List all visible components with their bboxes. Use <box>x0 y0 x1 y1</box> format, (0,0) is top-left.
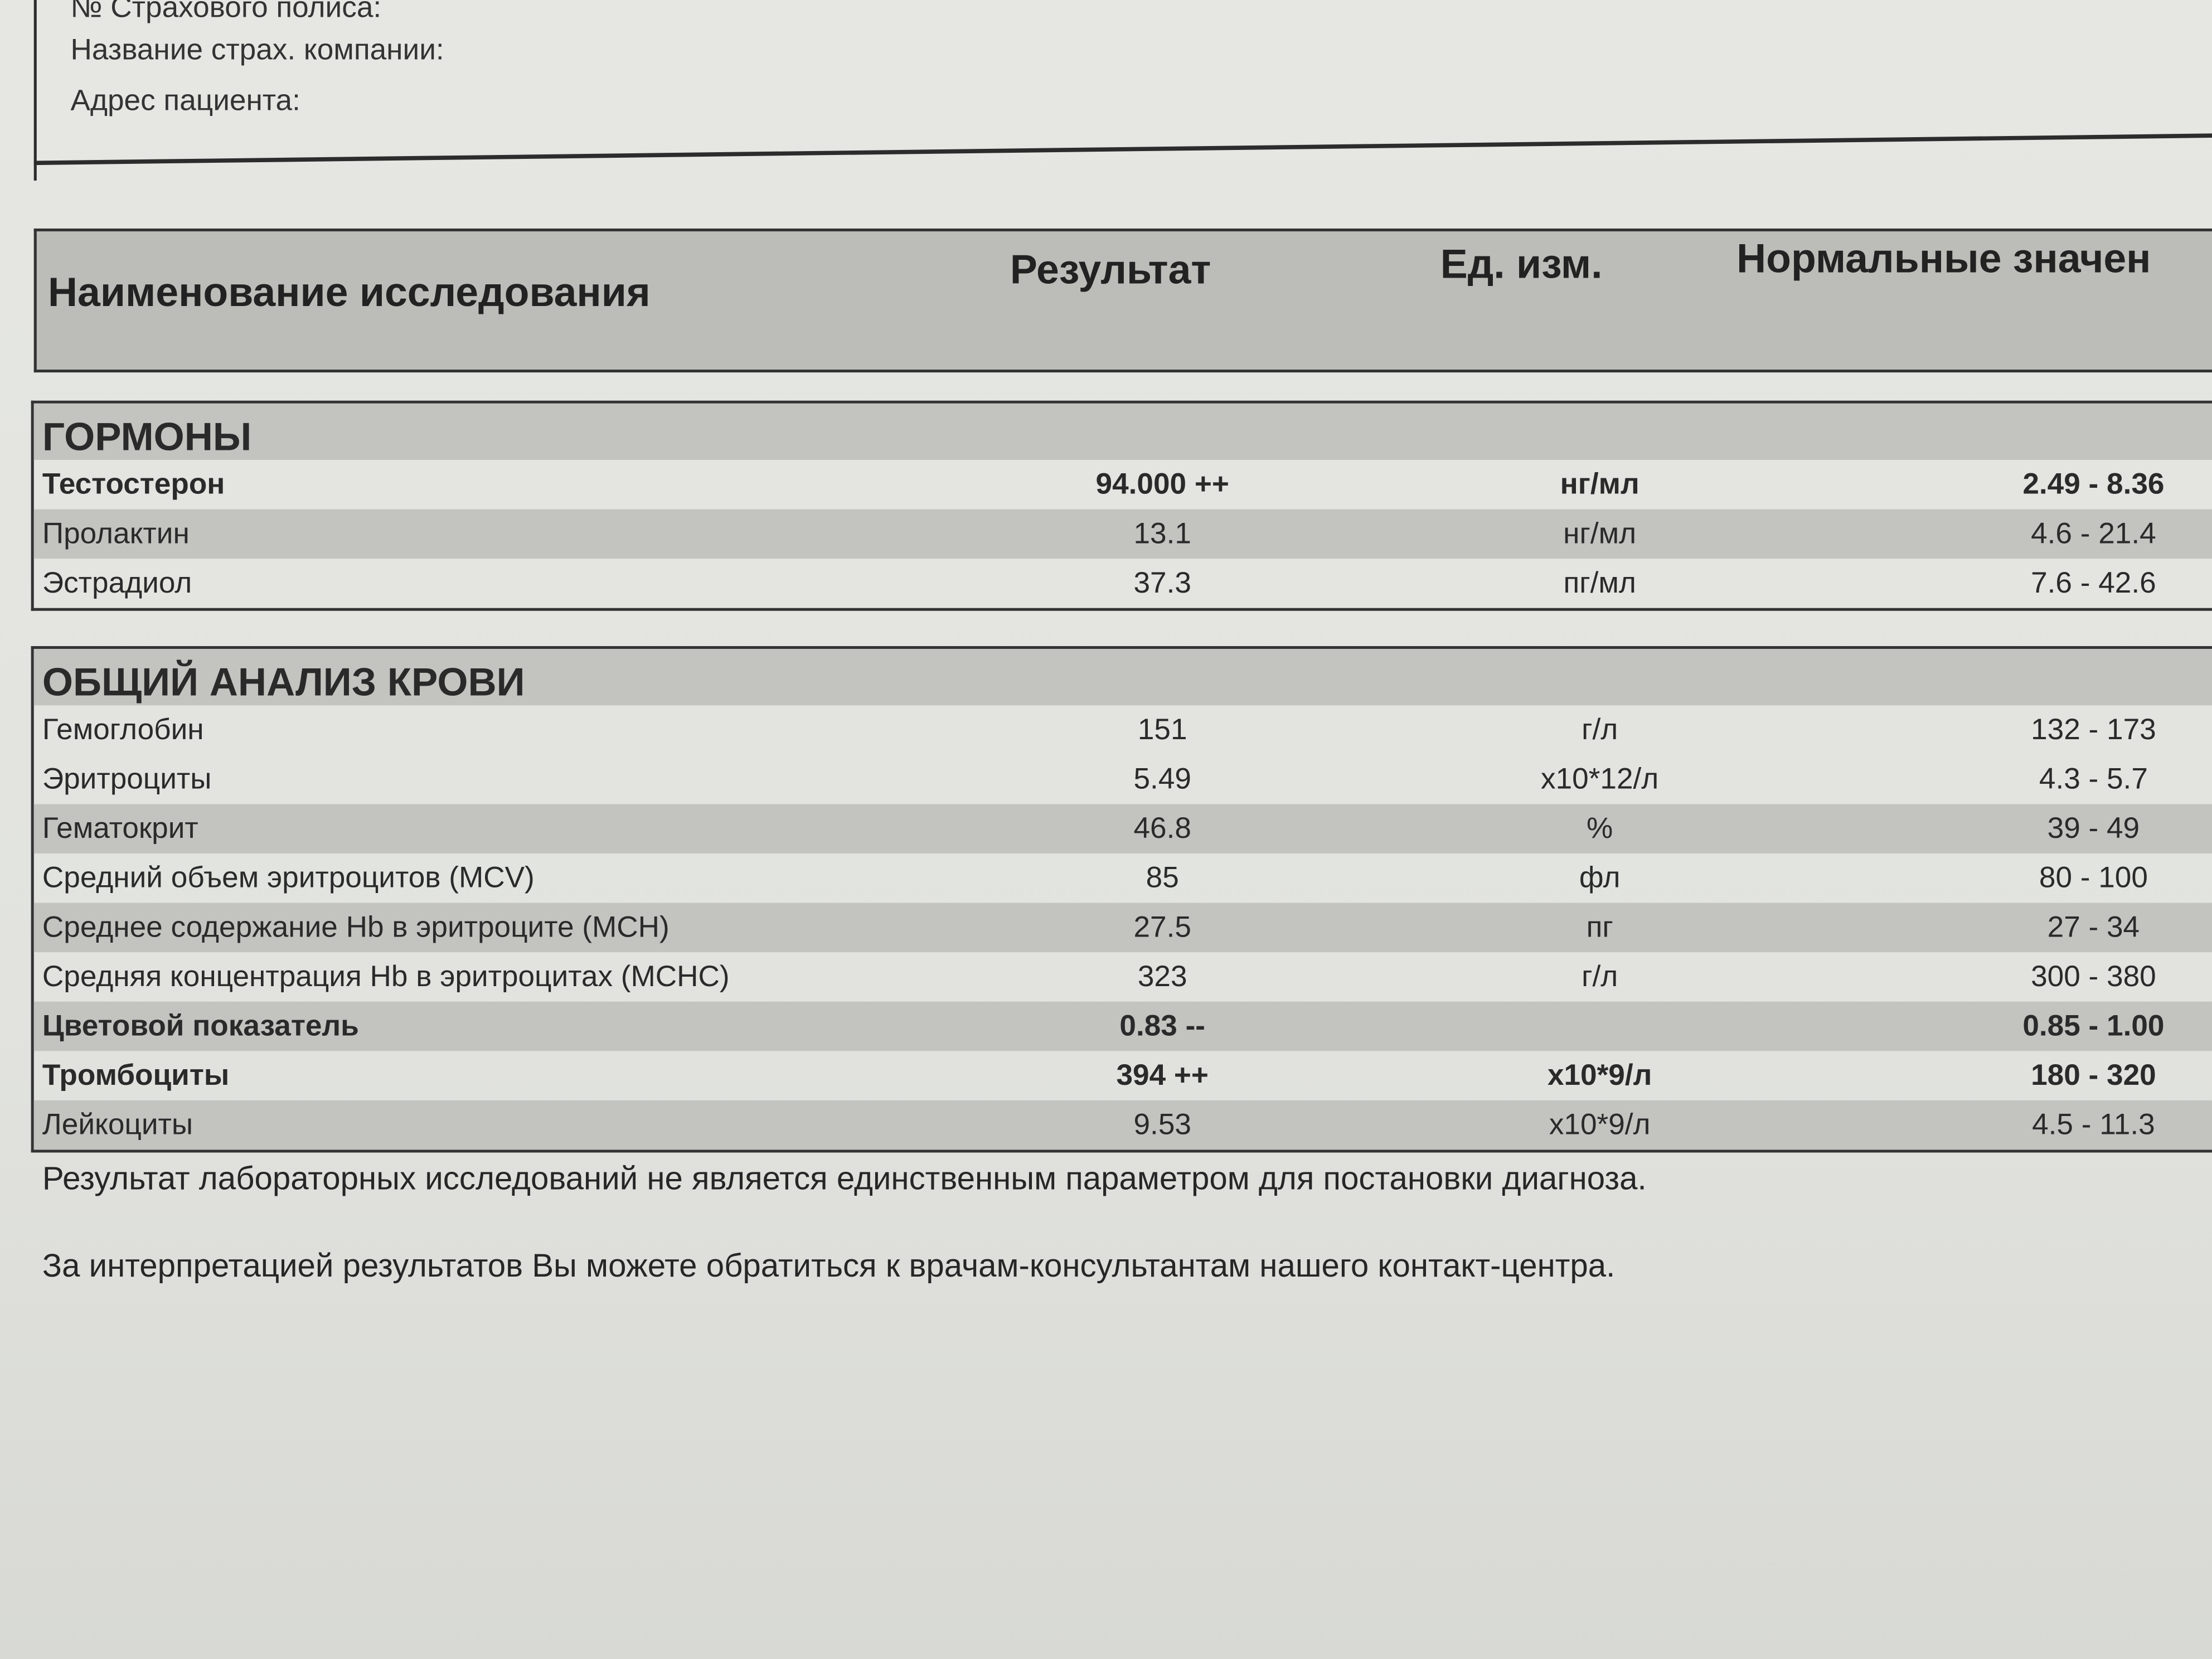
table-row: Средний объем эритроцитов (MCV) 85 фл 80… <box>34 853 2212 903</box>
test-name: Средняя концентрация Hb в эритроцитах (M… <box>42 961 730 993</box>
address-label: Адрес пациента: <box>70 84 300 118</box>
insurer-label: Название страх. компании: <box>70 33 444 66</box>
test-result: 85 <box>1146 862 1179 895</box>
test-result: 13.1 <box>1133 517 1191 550</box>
box-border <box>33 0 37 181</box>
test-name: Гемоглобин <box>42 714 204 746</box>
test-result: 27.5 <box>1133 911 1191 944</box>
test-reference: 0.85 - 1.00 <box>2022 1010 2165 1043</box>
table-row: Тестостерон 94.000 ++ нг/мл 2.49 - 8.36 <box>34 460 2212 510</box>
test-result: 94.000 ++ <box>1095 468 1229 501</box>
consultation-note: За интерпретацией результатов Вы можете … <box>42 1247 1616 1284</box>
test-name: Лейкоциты <box>42 1109 193 1142</box>
header-unit: Ед. изм. <box>1440 242 1603 288</box>
test-reference: 27 - 34 <box>2047 911 2140 944</box>
section-title: ГОРМОНЫ <box>42 414 252 459</box>
test-reference: 132 - 173 <box>2031 714 2156 746</box>
test-name: Средний объем эритроцитов (MCV) <box>42 862 535 895</box>
test-result: 151 <box>1137 714 1187 746</box>
test-name: Эритроциты <box>42 763 212 796</box>
header-reference: Нормальные значен <box>1736 237 2151 283</box>
table-row: Тромбоциты 394 ++ х10*9/л 180 - 320 <box>34 1051 2212 1100</box>
test-name: Гематокрит <box>42 812 198 845</box>
table-row: Эстрадиол 37.3 пг/мл 7.6 - 42.6 <box>34 559 2212 608</box>
blood-analysis-table: ОБЩИЙ АНАЛИЗ КРОВИ Гемоглобин 151 г/л 13… <box>31 646 2212 1153</box>
table-row: Лейкоциты 9.53 х10*9/л 4.5 - 11.3 <box>33 1100 2212 1150</box>
test-result: 46.8 <box>1133 812 1191 845</box>
box-bottom-line <box>33 133 2212 166</box>
table-row: Гемоглобин 151 г/л 132 - 173 <box>34 705 2212 755</box>
test-unit: г/л <box>1582 961 1618 993</box>
test-result: 323 <box>1137 961 1187 993</box>
test-unit: % <box>1587 812 1613 845</box>
test-name: Эстрадиол <box>42 567 192 600</box>
test-reference: 4.5 - 11.3 <box>2032 1109 2155 1142</box>
test-reference: 2.49 - 8.36 <box>2022 468 2165 501</box>
test-reference: 39 - 49 <box>2047 812 2140 845</box>
table-row: Эритроциты 5.49 х10*12/л 4.3 - 5.7 <box>34 755 2212 804</box>
test-result: 9.53 <box>1133 1109 1191 1142</box>
table-row: Цветовой показатель 0.83 -- 0.85 - 1.00 <box>33 1001 2212 1051</box>
disclaimer-note: Результат лабораторных исследований не я… <box>42 1160 1647 1196</box>
header-result: Результат <box>1010 248 1211 294</box>
test-name: Пролактин <box>42 517 190 550</box>
test-unit: г/л <box>1582 714 1618 746</box>
test-reference: 4.6 - 21.4 <box>2031 517 2156 550</box>
test-result: 394 ++ <box>1116 1059 1209 1092</box>
test-unit: фл <box>1579 862 1621 895</box>
test-unit: х10*9/л <box>1549 1109 1651 1142</box>
test-reference: 180 - 320 <box>2031 1059 2156 1092</box>
test-reference: 300 - 380 <box>2031 961 2156 993</box>
header-name: Наименование исследования <box>48 270 651 316</box>
test-unit: пг <box>1586 911 1613 944</box>
table-header: Наименование исследования Результат Ед. … <box>33 228 2212 373</box>
table-row: Среднее содержание Hb в эритроците (MCH)… <box>33 903 2212 953</box>
test-result: 37.3 <box>1133 567 1191 600</box>
test-unit: нг/мл <box>1560 468 1639 501</box>
test-name: Тестостерон <box>42 468 225 501</box>
test-name: Цветовой показатель <box>42 1010 359 1043</box>
test-result: 5.49 <box>1133 763 1191 796</box>
policy-label: № Страхового полиса: <box>70 0 382 25</box>
hormones-table: ГОРМОНЫ Тестостерон 94.000 ++ нг/мл 2.49… <box>31 400 2212 611</box>
section-title-row: ГОРМОНЫ <box>33 403 2212 460</box>
test-unit: х10*9/л <box>1547 1059 1652 1092</box>
test-unit: пг/мл <box>1563 567 1636 600</box>
test-unit: нг/мл <box>1563 517 1637 550</box>
section-title-row: ОБЩИЙ АНАЛИЗ КРОВИ <box>33 649 2212 706</box>
test-reference: 7.6 - 42.6 <box>2031 567 2156 600</box>
test-name: Тромбоциты <box>42 1059 230 1092</box>
test-result: 0.83 -- <box>1119 1010 1206 1043</box>
table-row: Пролактин 13.1 нг/мл 4.6 - 21.4 <box>33 509 2212 559</box>
test-name: Среднее содержание Hb в эритроците (MCH) <box>42 911 670 944</box>
section-title: ОБЩИЙ АНАЛИЗ КРОВИ <box>42 660 525 704</box>
table-row: Средняя концентрация Hb в эритроцитах (M… <box>34 952 2212 1002</box>
table-row: Гематокрит 46.8 % 39 - 49 <box>33 804 2212 854</box>
test-reference: 80 - 100 <box>2039 862 2148 895</box>
test-unit: х10*12/л <box>1541 763 1659 796</box>
test-reference: 4.3 - 5.7 <box>2039 763 2148 796</box>
